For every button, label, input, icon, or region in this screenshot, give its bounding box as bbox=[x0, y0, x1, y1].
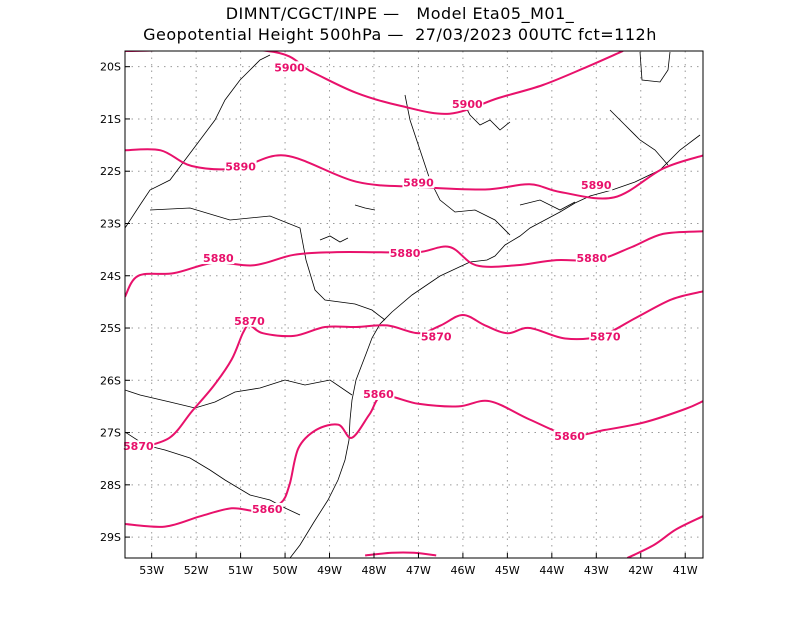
contour-label: 5860 bbox=[363, 388, 394, 401]
contour-label: 5860 bbox=[554, 430, 585, 443]
lon-tick-label: 51W bbox=[228, 564, 253, 577]
contour-label: 5890 bbox=[581, 179, 612, 192]
border-line bbox=[461, 99, 511, 131]
lon-tick-label: 49W bbox=[317, 564, 342, 577]
coastline bbox=[348, 134, 701, 441]
lat-tick-label: 20S bbox=[100, 61, 121, 74]
border-line bbox=[149, 207, 386, 321]
contour-5860 bbox=[125, 394, 703, 528]
border-line bbox=[125, 379, 353, 409]
lon-tick-label: 50W bbox=[273, 564, 298, 577]
lat-tick-label: 27S bbox=[100, 427, 121, 440]
lat-tick-label: 29S bbox=[100, 531, 121, 544]
coastline-borders bbox=[125, 51, 701, 558]
lon-tick-label: 44W bbox=[539, 564, 564, 577]
contour-label: 5900 bbox=[452, 98, 483, 111]
contour-label: 5870 bbox=[590, 330, 621, 343]
contour-label-bg bbox=[580, 178, 613, 191]
contour-label: 5890 bbox=[225, 161, 256, 174]
latitude-axis: 20S 21S 22S 23S 24S 25S 26S 27S 28S 29S bbox=[100, 61, 130, 544]
contour-label-bg bbox=[402, 176, 435, 189]
contour-5870 bbox=[137, 290, 703, 450]
contour-label: 5860 bbox=[252, 503, 283, 516]
contour-label-bg bbox=[122, 440, 155, 453]
contour-label: 5880 bbox=[390, 247, 421, 260]
lat-tick-label: 23S bbox=[100, 217, 121, 230]
border-line bbox=[354, 204, 376, 211]
lat-tick-label: 22S bbox=[100, 165, 121, 178]
contour-5850 bbox=[626, 515, 703, 558]
lon-tick-label: 52W bbox=[184, 564, 209, 577]
border-line bbox=[639, 51, 671, 83]
lat-tick-label: 21S bbox=[100, 113, 121, 126]
lon-tick-label: 47W bbox=[406, 564, 431, 577]
contour-label-bg bbox=[575, 252, 608, 265]
border-line bbox=[319, 235, 349, 243]
contour-label: 5870 bbox=[421, 330, 452, 343]
lon-tick-label: 42W bbox=[628, 564, 653, 577]
height-contours bbox=[125, 51, 703, 558]
map-grid bbox=[125, 51, 703, 558]
lat-tick-label: 28S bbox=[100, 479, 121, 492]
border-line bbox=[404, 94, 511, 236]
contour-label: 5880 bbox=[203, 252, 234, 265]
contour-label-bg bbox=[589, 330, 622, 343]
contour-5900 bbox=[125, 51, 624, 115]
lat-tick-label: 25S bbox=[100, 322, 121, 335]
lon-tick-label: 46W bbox=[450, 564, 475, 577]
contour-label: 5890 bbox=[403, 176, 434, 189]
border-line bbox=[519, 199, 576, 211]
lat-tick-label: 24S bbox=[100, 270, 121, 283]
contour-label-bg bbox=[273, 61, 306, 74]
map-frame bbox=[124, 50, 704, 559]
contour-label-bg bbox=[362, 387, 395, 400]
contour-label: 5880 bbox=[577, 252, 608, 265]
contour-label-bg bbox=[251, 502, 284, 515]
lon-tick-label: 48W bbox=[362, 564, 387, 577]
contour-label-bg bbox=[451, 97, 484, 110]
contour-label-bg bbox=[420, 330, 453, 343]
contour-label-bg bbox=[553, 429, 586, 442]
lon-tick-label: 45W bbox=[495, 564, 520, 577]
contour-5850 bbox=[365, 551, 437, 557]
coastline-south bbox=[289, 439, 350, 558]
lon-tick-label: 41W bbox=[673, 564, 698, 577]
longitude-axis: 53W 52W 51W 50W 49W 48W 47W 46W 45W 44W 43W 42W 41W bbox=[139, 553, 698, 577]
contour-labels: 5900 5900 5890 5890 5890 5880 5880 5880 5870 5870… bbox=[122, 61, 622, 516]
contour-label-bg bbox=[202, 252, 235, 265]
map-title-line2: Geopotential Height 500hPa — 27/03/2023 … bbox=[143, 25, 657, 44]
contour-label: 5870 bbox=[234, 315, 265, 328]
contour-label-bg bbox=[224, 160, 257, 173]
border-line bbox=[609, 109, 669, 166]
contour-label-bg bbox=[233, 314, 266, 327]
contour-label: 5870 bbox=[123, 440, 154, 453]
contour-label-bg bbox=[389, 246, 422, 259]
contour-label: 5900 bbox=[274, 61, 305, 74]
border-line bbox=[125, 54, 271, 229]
lat-tick-label: 26S bbox=[100, 374, 121, 387]
map-title-line1: DIMNT/CGCT/INPE — Model Eta05_M01_ bbox=[225, 4, 575, 23]
contour-5890 bbox=[125, 148, 703, 200]
lon-tick-label: 53W bbox=[139, 564, 164, 577]
lon-tick-label: 43W bbox=[584, 564, 609, 577]
